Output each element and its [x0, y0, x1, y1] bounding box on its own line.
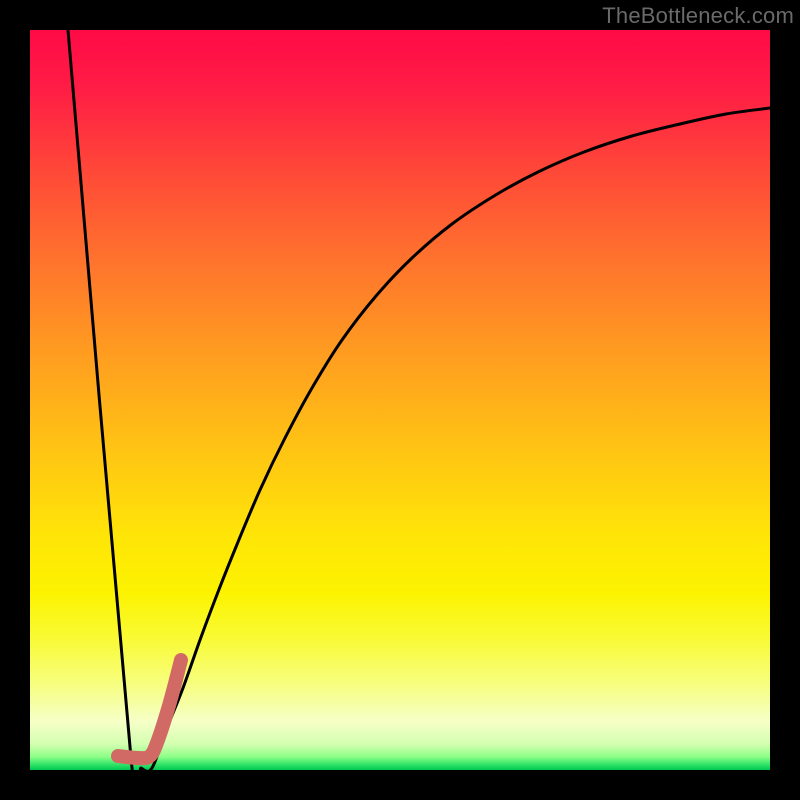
watermark-text: TheBottleneck.com [602, 3, 794, 29]
bottleneck-chart: TheBottleneck.com [0, 0, 800, 800]
chart-svg [0, 0, 800, 800]
plot-background [30, 30, 770, 770]
